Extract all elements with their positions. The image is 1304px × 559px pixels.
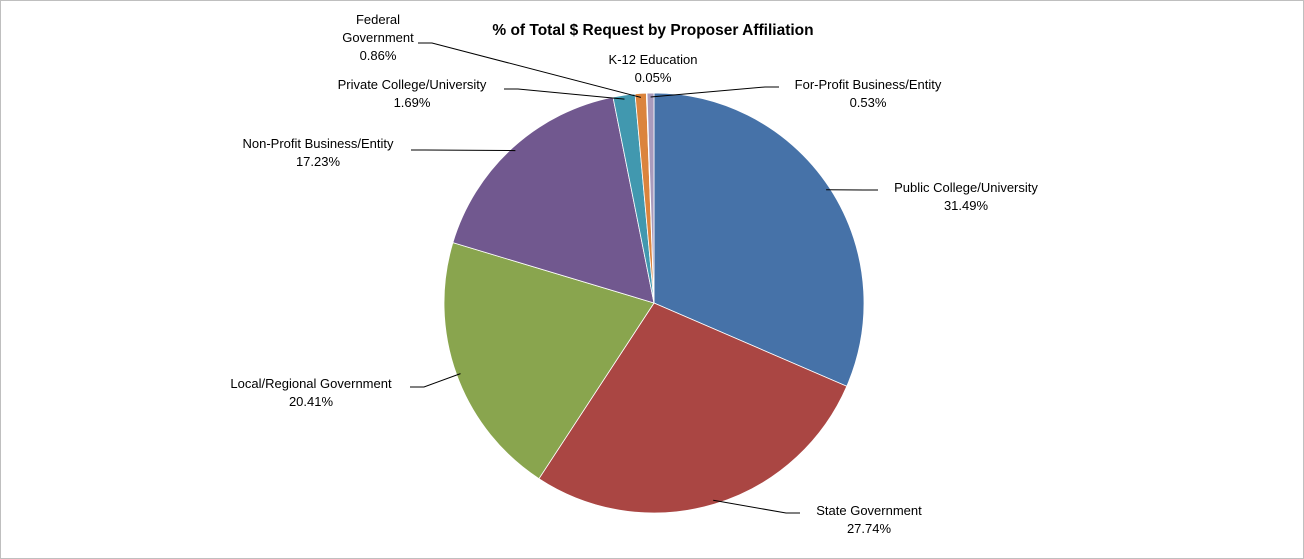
data-label-name: For-Profit Business/Entity	[795, 77, 942, 92]
pie-slice-non-profit-business-entity	[452, 96, 655, 304]
data-label-value: 17.23%	[296, 154, 341, 169]
leader-line	[650, 86, 779, 98]
data-label-value: 27.74%	[847, 521, 892, 536]
data-label-name: Non-Profit Business/Entity	[242, 136, 394, 151]
leader-line	[411, 149, 516, 152]
data-label: K-12 Education 0.05%	[609, 52, 698, 85]
chart-title: % of Total $ Request by Proposer Affilia…	[492, 22, 813, 39]
data-label-name: Federal	[356, 12, 400, 27]
data-label-name: Public College/University	[894, 180, 1038, 195]
data-label-name: Private College/University	[338, 77, 487, 92]
pie-slice-for-profit-business-entity	[646, 92, 655, 304]
data-label-name: Government	[342, 30, 414, 45]
data-label: Local/Regional Government 20.41%	[230, 376, 392, 409]
data-label-name: State Government	[816, 503, 922, 518]
data-label-name: Local/Regional Government	[230, 376, 392, 391]
pie-slice-public-college-university	[653, 92, 865, 387]
data-label-name: K-12 Education	[609, 52, 698, 67]
data-label: Public College/University 31.49%	[894, 180, 1038, 213]
data-label-value: 0.53%	[850, 95, 887, 110]
leader-line	[418, 42, 642, 98]
pie-slice-state-government	[538, 302, 848, 514]
data-label: State Government 27.74%	[816, 503, 922, 536]
data-label: Federal Government 0.86%	[342, 12, 414, 63]
data-label-value: 0.86%	[360, 48, 397, 63]
pie-slices	[443, 92, 865, 514]
leader-line	[410, 373, 461, 388]
data-label-value: 1.69%	[394, 95, 431, 110]
data-labels: Public College/University 31.49% State Gov…	[230, 12, 1038, 536]
leader-line	[713, 499, 800, 514]
data-label: Private College/University 1.69%	[338, 77, 487, 110]
data-label: Non-Profit Business/Entity 17.23%	[242, 136, 394, 169]
data-label-value: 31.49%	[944, 198, 989, 213]
leader-lines	[410, 42, 878, 514]
data-label: For-Profit Business/Entity 0.53%	[795, 77, 942, 110]
data-label-value: 0.05%	[635, 70, 672, 85]
leader-line	[504, 88, 625, 100]
data-label-value: 20.41%	[289, 394, 334, 409]
